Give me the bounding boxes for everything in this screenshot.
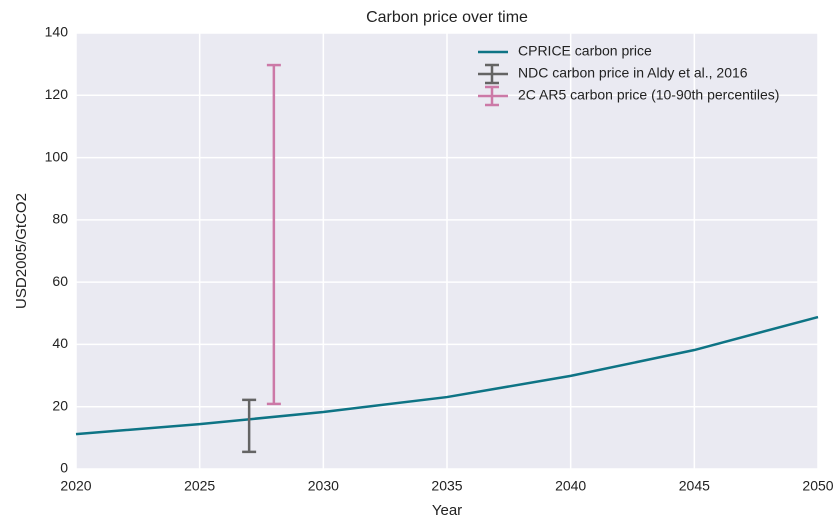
y-tick-label: 80: [52, 211, 68, 227]
x-axis-label: Year: [432, 502, 462, 519]
y-tick-label: 140: [45, 24, 69, 40]
x-tick-label: 2030: [308, 478, 339, 494]
y-tick-label: 100: [45, 148, 69, 164]
marks: [75, 63, 819, 454]
y-tick-label: 60: [52, 273, 68, 289]
x-tick-label: 2035: [431, 478, 462, 494]
chart-title: Carbon price over time: [366, 9, 528, 26]
x-tick-label: 2020: [60, 478, 91, 494]
y-axis-label: USD2005/GtCO2: [13, 193, 30, 309]
x-tick-label: 2025: [184, 478, 215, 494]
y-tick-label: 0: [60, 460, 68, 476]
y-tick-label: 20: [52, 397, 68, 413]
x-tick-label: 2050: [802, 478, 833, 494]
legend: CPRICE carbon price NDC carbon price in A…: [478, 43, 779, 107]
x-tick-label: 2040: [555, 478, 586, 494]
x-tick-label: 2045: [679, 478, 710, 494]
legend-label: NDC carbon price in Aldy et al., 2016: [518, 65, 748, 81]
y-tick-label: 40: [52, 335, 68, 351]
legend-label: CPRICE carbon price: [518, 43, 652, 59]
legend-label: 2C AR5 carbon price (10-90th percentiles…: [518, 87, 779, 103]
line: [75, 315, 819, 436]
error-bar: [266, 63, 281, 406]
grid: [75, 32, 819, 470]
y-tick-label: 120: [45, 86, 69, 102]
error-bar: [242, 398, 257, 454]
